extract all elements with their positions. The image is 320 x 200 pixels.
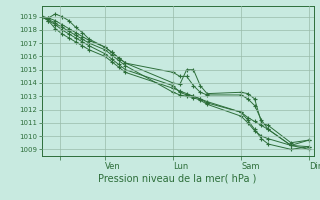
X-axis label: Pression niveau de la mer( hPa ): Pression niveau de la mer( hPa ) <box>99 173 257 183</box>
